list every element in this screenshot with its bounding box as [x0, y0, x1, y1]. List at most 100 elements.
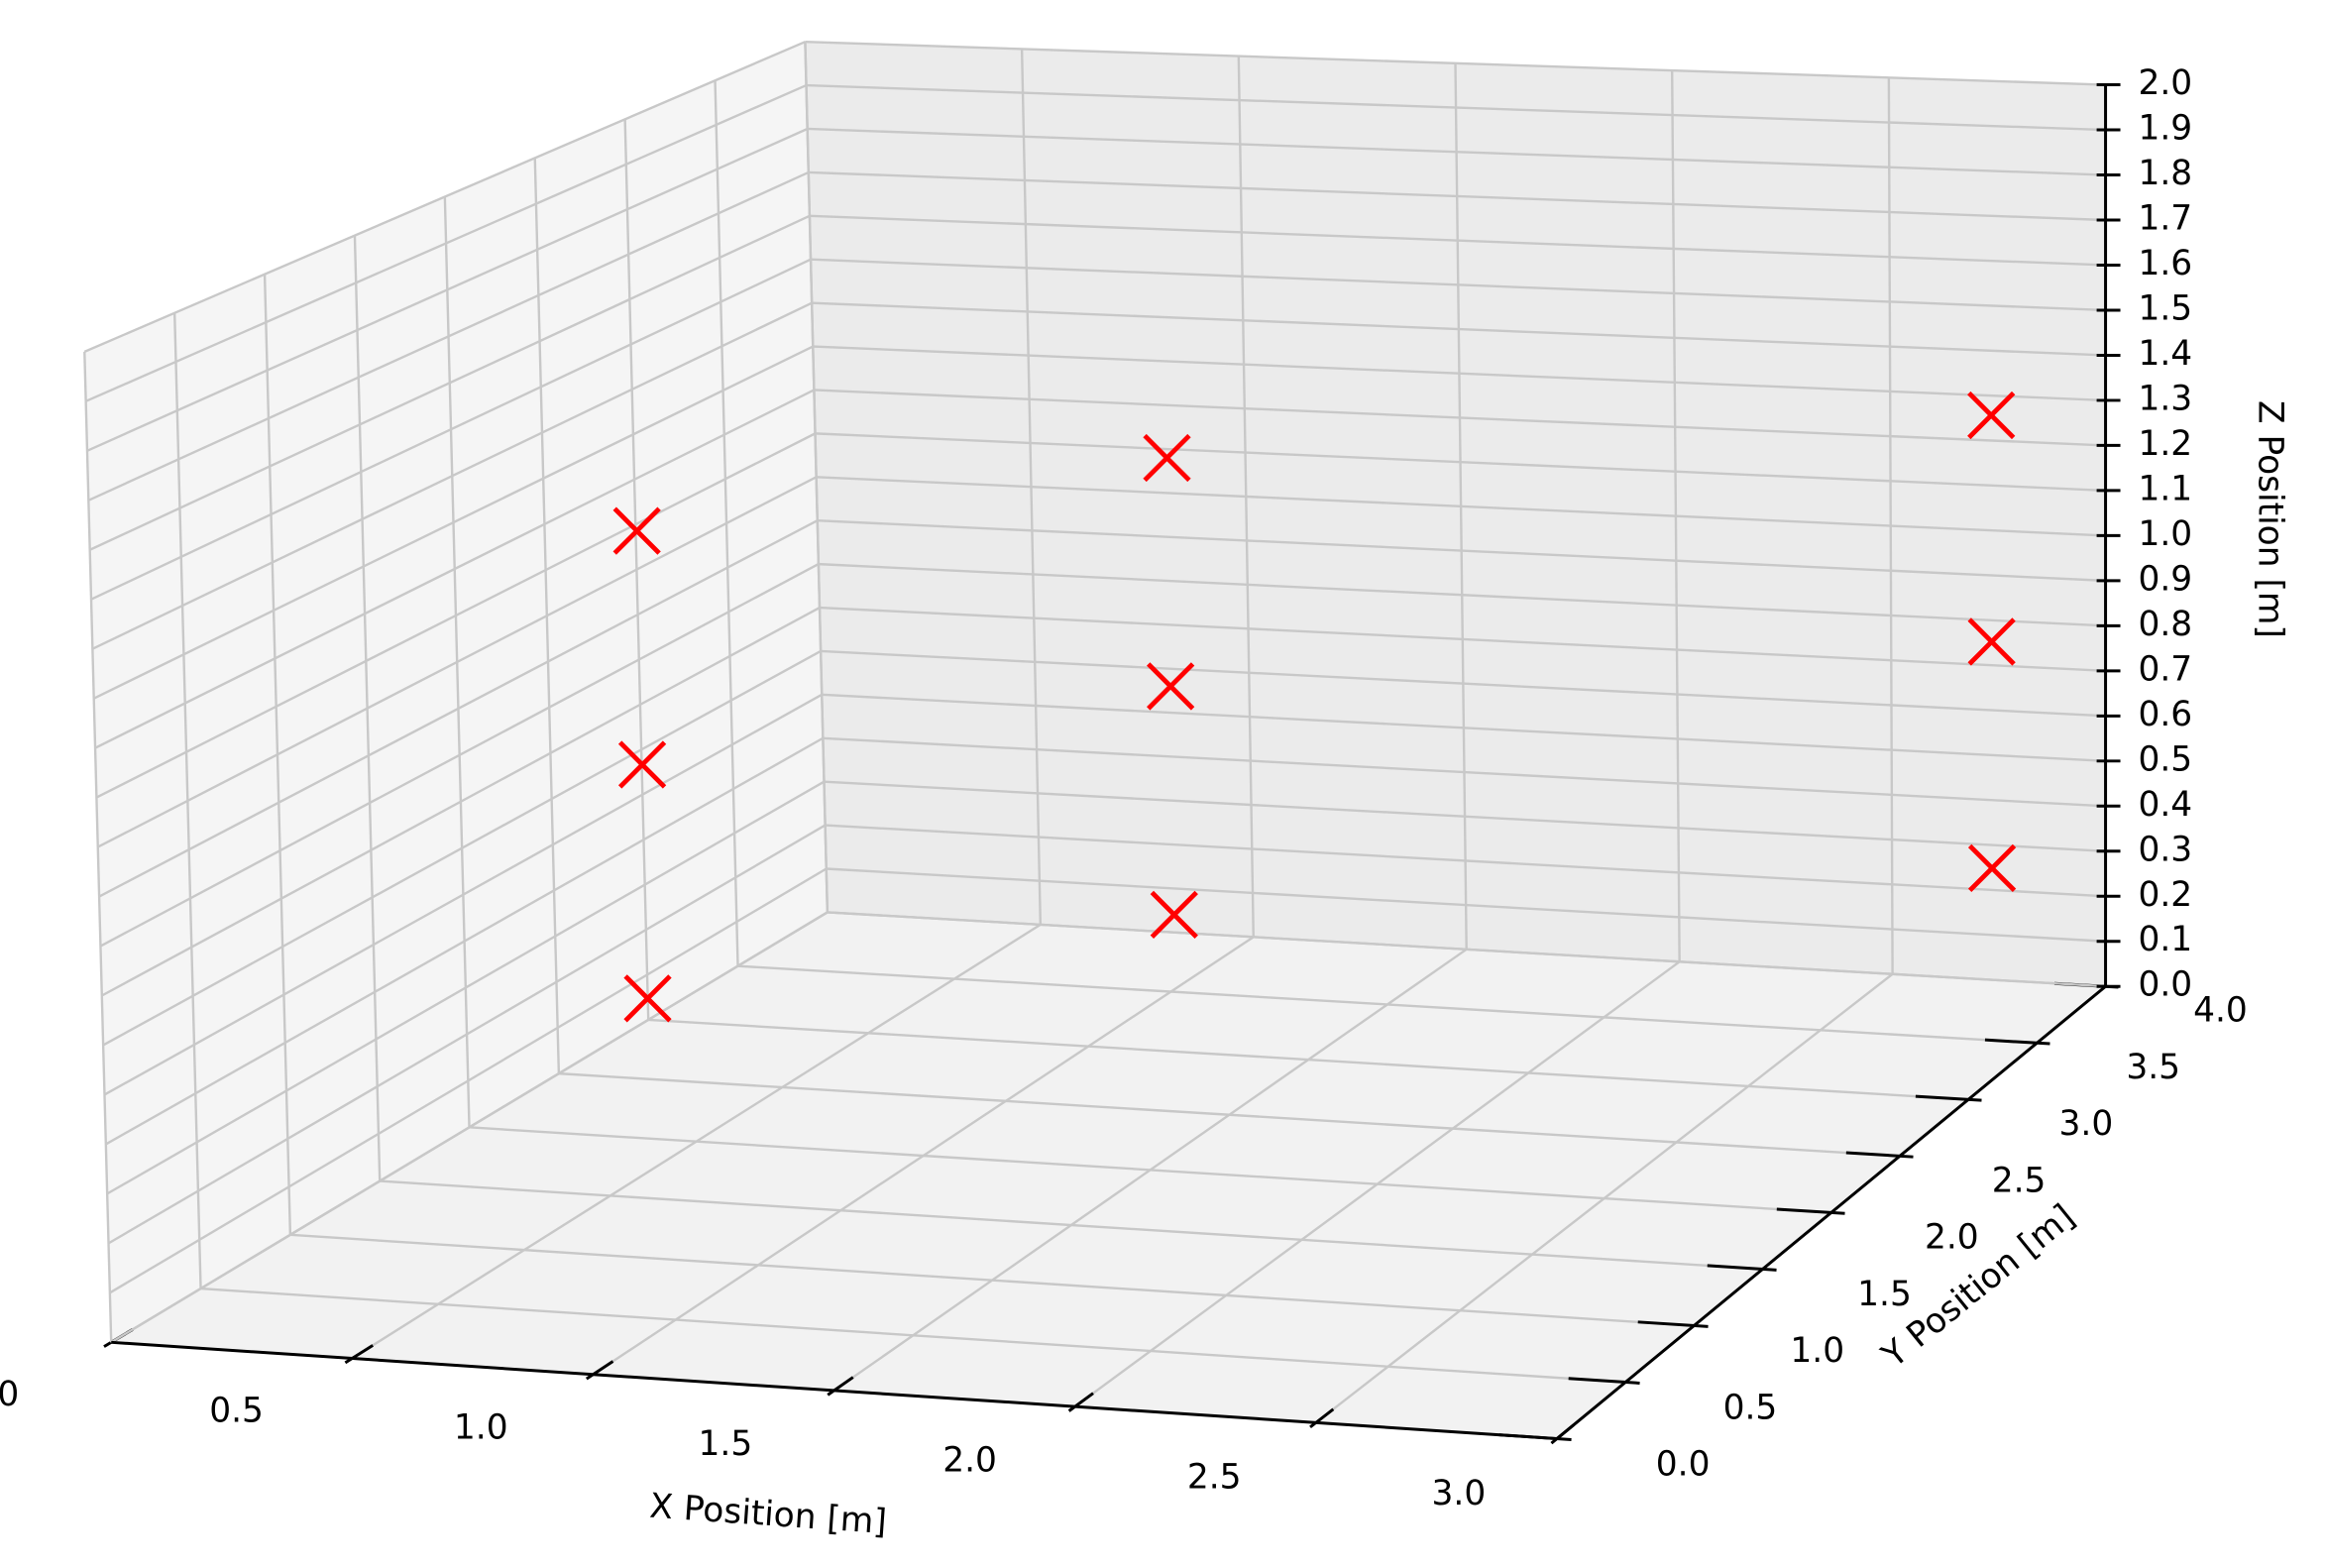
- z-tick-label: 0.8: [2138, 605, 2192, 644]
- grid-line: [815, 432, 2106, 493]
- grid-line: [806, 83, 2106, 132]
- back-pane: [805, 42, 2106, 987]
- point: [1967, 391, 2016, 440]
- z-tick-label: 1.4: [2138, 334, 2192, 374]
- grid-line: [109, 867, 828, 1294]
- grid-line: [808, 170, 2106, 222]
- z-tick-label: 0.4: [2138, 785, 2192, 825]
- z-tick-label: 0.7: [2138, 649, 2192, 689]
- z-tick-label: 2.0: [2138, 63, 2192, 103]
- grid-line: [83, 41, 806, 353]
- grid-line: [469, 1126, 1831, 1214]
- z-tick-label: 1.3: [2138, 379, 2192, 418]
- grid-line: [103, 693, 823, 1096]
- grid-line: [813, 345, 2106, 402]
- point: [1143, 433, 1191, 483]
- grid-line: [812, 301, 2106, 357]
- tick-mark: [585, 1360, 614, 1381]
- grid-line: [827, 911, 2106, 988]
- x-tick-label: 2.5: [1187, 1457, 1242, 1497]
- y-tick-label: 4.0: [2193, 991, 2248, 1031]
- grid-line: [97, 476, 818, 848]
- x-axis-label: X Position [m]: [648, 1487, 888, 1543]
- z-tick-label: 0.3: [2138, 830, 2192, 869]
- grid-line: [91, 301, 813, 650]
- x-tick-label: 0.5: [209, 1392, 264, 1431]
- y-tick-label: 2.5: [1992, 1161, 2047, 1200]
- tick-mark: [344, 1344, 374, 1365]
- z-tick-label: 0.1: [2138, 920, 2192, 959]
- grid-line: [106, 780, 826, 1195]
- x-axis-line: [111, 1340, 1558, 1441]
- grid-line: [86, 127, 809, 452]
- tick-mark: [1309, 1407, 1335, 1429]
- tick-mark: [1067, 1392, 1094, 1412]
- x-tick-label: 3.0: [1432, 1474, 1487, 1513]
- x-tick-label: 1.0: [454, 1407, 508, 1447]
- grid-line: [89, 214, 811, 551]
- grid-line: [289, 1233, 1695, 1327]
- z-axis-label: Z Position [m]: [2251, 400, 2290, 638]
- z-tick-label: 0.9: [2138, 559, 2192, 599]
- grid-line: [809, 214, 2106, 267]
- z-tick-label: 1.9: [2138, 109, 2192, 149]
- y-tick-label: 2.0: [1925, 1218, 1979, 1258]
- z-tick-label: 1.5: [2138, 288, 2192, 328]
- grid-line: [737, 964, 2038, 1045]
- y-tick-label: 3.0: [2059, 1104, 2114, 1144]
- grid-line: [805, 40, 2106, 86]
- tick-mark: [827, 1376, 854, 1397]
- x-tick-label: 0.0: [0, 1375, 19, 1414]
- grid-line: [95, 432, 817, 799]
- grid-line: [818, 562, 2106, 627]
- grid-line: [85, 83, 808, 402]
- grid-line: [90, 258, 812, 601]
- grid-line: [822, 693, 2106, 763]
- left-pane: [84, 42, 828, 1343]
- point: [1967, 617, 2016, 666]
- grid-line: [102, 649, 822, 1047]
- grid-line: [807, 127, 2106, 176]
- z-tick-label: 1.8: [2138, 154, 2192, 193]
- tick-mark: [1776, 1207, 1845, 1215]
- z-tick-label: 0.5: [2138, 739, 2192, 779]
- grid-line: [110, 911, 829, 1344]
- point: [1150, 890, 1198, 939]
- grid-line: [814, 389, 2106, 447]
- grid-line: [558, 1071, 1901, 1158]
- point: [617, 740, 667, 789]
- grid-line: [824, 780, 2106, 852]
- z-tick-label: 0.6: [2138, 695, 2192, 734]
- tick-mark: [1568, 1377, 1640, 1385]
- y-tick-label: 0.0: [1656, 1444, 1711, 1484]
- tick-mark: [1637, 1320, 1709, 1328]
- point: [1967, 843, 2017, 893]
- grid-line: [94, 389, 815, 749]
- point: [612, 506, 661, 555]
- grid-line: [98, 519, 819, 898]
- grid-line: [816, 476, 2106, 537]
- tick-mark: [1845, 1151, 1914, 1159]
- z-tick-label: 1.6: [2138, 244, 2192, 283]
- grid-line: [93, 345, 814, 700]
- z-tick-label: 0.0: [2138, 965, 2192, 1005]
- grid-line: [817, 519, 2106, 583]
- grid-line: [819, 606, 2106, 673]
- grid-line: [101, 606, 821, 997]
- x-tick-label: 2.0: [942, 1441, 997, 1481]
- grid-line: [105, 736, 824, 1146]
- grid-line: [380, 1179, 1763, 1271]
- grid-line: [810, 258, 2106, 312]
- point: [623, 974, 672, 1023]
- z-tick-label: 1.2: [2138, 424, 2192, 464]
- grid-line: [826, 867, 2106, 943]
- point: [1147, 662, 1195, 711]
- y-tick-label: 1.0: [1790, 1331, 1844, 1371]
- y-tick-label: 3.5: [2126, 1048, 2180, 1087]
- z-tick-label: 1.7: [2138, 199, 2192, 239]
- y-tick-label: 1.5: [1857, 1275, 1912, 1314]
- z-tick-label: 0.2: [2138, 875, 2192, 915]
- grid-line: [107, 824, 827, 1245]
